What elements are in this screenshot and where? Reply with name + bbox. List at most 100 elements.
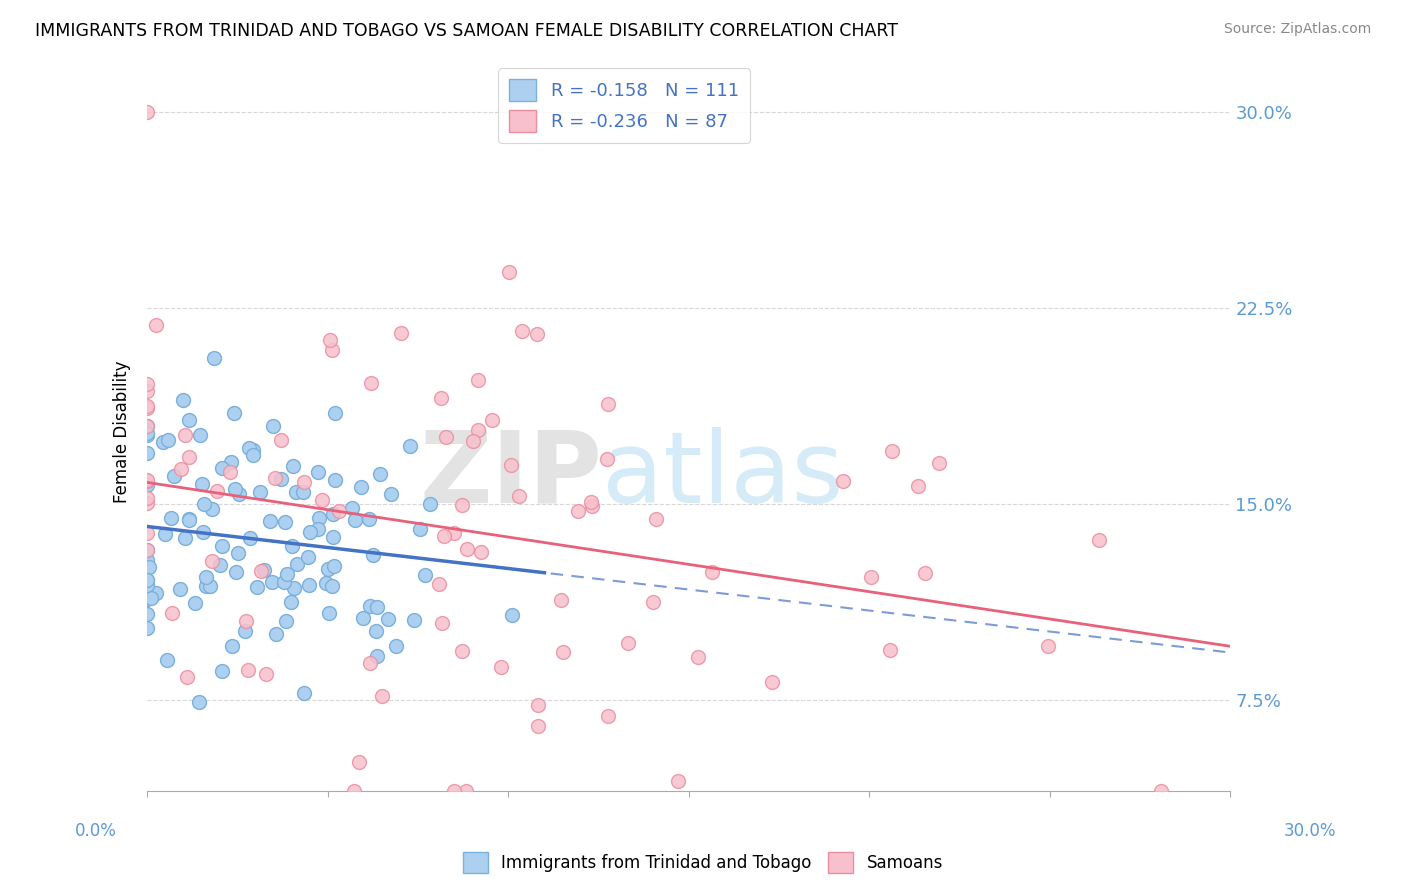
Point xyxy=(323,406,346,420)
Point xyxy=(174,531,197,545)
Point xyxy=(644,511,666,525)
Point xyxy=(262,419,284,434)
Point xyxy=(236,663,259,677)
Point xyxy=(156,653,179,667)
Point xyxy=(1036,639,1059,653)
Point xyxy=(321,579,343,593)
Point xyxy=(226,546,249,560)
Point xyxy=(454,784,477,798)
Point xyxy=(238,441,260,455)
Point xyxy=(239,531,262,545)
Point xyxy=(450,644,472,658)
Point xyxy=(596,709,619,723)
Point xyxy=(322,530,344,544)
Point xyxy=(832,474,855,488)
Point xyxy=(273,575,295,590)
Point xyxy=(322,508,344,522)
Point xyxy=(136,418,159,433)
Point xyxy=(136,399,159,413)
Point xyxy=(176,671,198,685)
Point xyxy=(666,774,689,789)
Point xyxy=(177,413,200,427)
Point xyxy=(427,577,450,591)
Point xyxy=(470,545,492,559)
Point xyxy=(242,442,264,457)
Point xyxy=(340,500,363,515)
Point xyxy=(285,558,308,572)
Point xyxy=(928,456,950,470)
Point xyxy=(211,539,233,553)
Point xyxy=(136,553,159,567)
Point xyxy=(262,575,284,590)
Point xyxy=(384,639,406,653)
Point xyxy=(359,511,381,525)
Point xyxy=(285,485,308,500)
Point xyxy=(145,586,167,600)
Point xyxy=(292,485,315,500)
Point xyxy=(461,434,484,448)
Point xyxy=(281,539,304,553)
Point xyxy=(177,512,200,526)
Text: Source: ZipAtlas.com: Source: ZipAtlas.com xyxy=(1223,22,1371,37)
Point xyxy=(225,565,247,579)
Point xyxy=(508,489,530,503)
Point xyxy=(136,491,159,506)
Point xyxy=(688,649,710,664)
Point xyxy=(322,558,344,573)
Point xyxy=(136,543,159,558)
Point xyxy=(527,698,550,712)
Point xyxy=(413,568,436,582)
Point xyxy=(311,492,333,507)
Point xyxy=(188,427,211,442)
Point xyxy=(205,483,228,498)
Point xyxy=(297,549,319,564)
Point xyxy=(136,543,159,558)
Point xyxy=(281,458,304,473)
Point xyxy=(274,515,297,529)
Point xyxy=(467,373,489,387)
Point xyxy=(153,526,176,541)
Point xyxy=(145,318,167,333)
Point xyxy=(136,427,159,442)
Point xyxy=(370,467,392,481)
Legend: R = -0.158   N = 111, R = -0.236   N = 87: R = -0.158 N = 111, R = -0.236 N = 87 xyxy=(498,68,749,143)
Point xyxy=(467,423,489,437)
Point xyxy=(370,690,392,704)
Point xyxy=(202,351,225,366)
Point xyxy=(233,624,256,638)
Point xyxy=(429,391,451,405)
Point xyxy=(136,573,159,587)
Point xyxy=(190,476,212,491)
Point xyxy=(526,327,548,342)
Point xyxy=(270,433,292,447)
Point xyxy=(510,324,533,338)
Point xyxy=(434,430,457,444)
Point xyxy=(250,564,273,578)
Point xyxy=(292,475,315,489)
Point xyxy=(208,558,231,573)
Point xyxy=(481,413,503,427)
Point xyxy=(1087,533,1109,547)
Point xyxy=(136,445,159,459)
Point xyxy=(551,645,574,659)
Point xyxy=(307,522,329,536)
Point xyxy=(264,471,287,485)
Point xyxy=(249,485,271,500)
Point xyxy=(419,497,441,511)
Point xyxy=(579,495,602,509)
Point xyxy=(136,578,159,592)
Point xyxy=(136,384,159,399)
Point xyxy=(360,376,382,390)
Point xyxy=(361,548,384,562)
Point xyxy=(409,522,432,536)
Point xyxy=(193,497,215,511)
Point xyxy=(359,657,381,671)
Point xyxy=(377,612,399,626)
Point xyxy=(292,686,315,700)
Point xyxy=(136,376,159,391)
Point xyxy=(641,595,664,609)
Point xyxy=(316,562,339,576)
Point xyxy=(443,784,465,798)
Point xyxy=(366,599,388,614)
Point xyxy=(194,570,217,584)
